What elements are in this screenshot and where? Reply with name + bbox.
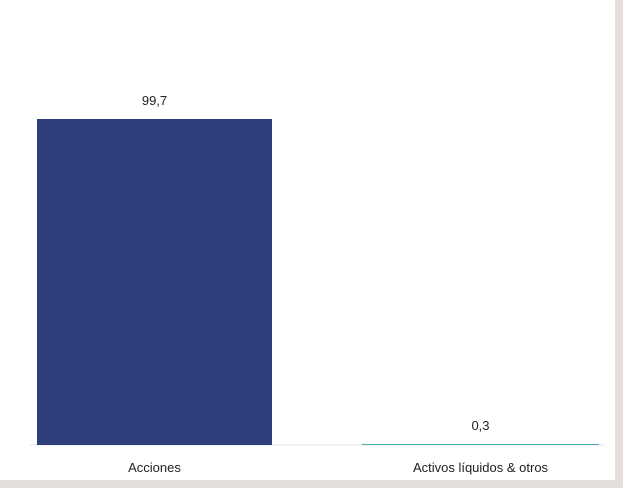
bar-value-label-0: 99,7 [142, 93, 167, 108]
bar-1 [362, 444, 599, 445]
chart-panel: 99,7 0,3 Acciones Activos líquidos & otros [0, 0, 615, 480]
category-labels-group: Acciones Activos líquidos & otros [128, 460, 548, 475]
category-label-1: Activos líquidos & otros [413, 460, 549, 475]
value-labels-group: 99,7 0,3 [142, 93, 490, 433]
bar-0 [37, 119, 272, 445]
bars-group [37, 119, 599, 445]
category-label-0: Acciones [128, 460, 181, 475]
bar-chart: 99,7 0,3 Acciones Activos líquidos & otros [30, 93, 605, 475]
bar-value-label-1: 0,3 [471, 418, 489, 433]
